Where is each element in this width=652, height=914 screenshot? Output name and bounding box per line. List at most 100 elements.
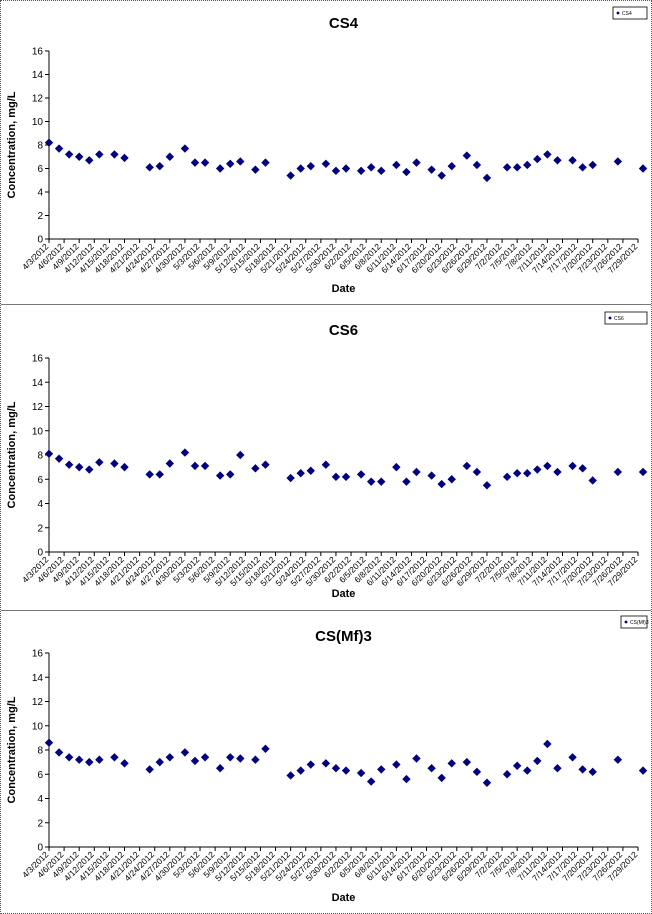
data-point (402, 774, 411, 784)
y-tick-label: 8 (37, 141, 43, 152)
data-point (377, 765, 386, 774)
data-point (472, 467, 482, 477)
chart-panel-csmf3: CS(Mf)3 CS(Mf)3 0 2 4 6 8 10 12 14 16 4/3/2012 4/6/2… (1, 612, 651, 913)
y-tick-label: 4 (37, 188, 43, 199)
data-point (251, 165, 260, 174)
data-point (578, 765, 587, 774)
data-point (638, 467, 648, 477)
y-tick-label: 16 (32, 649, 44, 660)
data-point (110, 150, 119, 159)
data-point (296, 468, 305, 478)
data-point (44, 138, 54, 147)
data-point (447, 475, 456, 484)
data-point (502, 770, 512, 779)
data-point (553, 763, 562, 773)
data-point (236, 450, 245, 460)
y-tick-label: 10 (32, 426, 44, 437)
data-point (482, 778, 492, 787)
data-point (180, 448, 190, 457)
data-point (472, 767, 482, 777)
legend-label: CS4 (622, 11, 632, 17)
chart-legend: CS6 (604, 311, 648, 325)
data-point (286, 771, 295, 780)
data-point (613, 157, 623, 166)
data-point (638, 164, 648, 173)
data-point (75, 755, 84, 764)
chart-legend: CS(Mf)3 (620, 615, 649, 629)
data-point (261, 744, 270, 753)
data-point (120, 153, 129, 163)
data-point (296, 766, 305, 775)
data-point (180, 748, 190, 757)
data-point (321, 460, 331, 469)
data-point (190, 158, 200, 167)
data-point (110, 459, 119, 468)
data-point (165, 152, 175, 161)
y-tick-label: 14 (32, 70, 44, 81)
data-point (578, 464, 587, 473)
data-point (286, 473, 295, 483)
chart-svg: CS6CS602468101214164/3/20124/6/20124/9/2… (6, 311, 648, 600)
data-point (54, 748, 64, 757)
data-point (588, 767, 597, 777)
y-tick-label: 6 (37, 475, 43, 486)
y-axis-label: Concentration, mg/L (6, 401, 18, 508)
panel-divider (1, 610, 651, 611)
data-point (200, 753, 210, 762)
data-point (190, 756, 200, 766)
data-point (427, 165, 436, 174)
data-point (412, 467, 421, 477)
data-point (165, 459, 175, 468)
y-tick-label: 10 (32, 721, 44, 732)
data-point (482, 481, 492, 490)
data-point (472, 160, 482, 170)
data-point (568, 753, 577, 762)
data-point (331, 763, 341, 773)
y-tick-label: 16 (32, 354, 44, 365)
data-point (306, 760, 315, 769)
data-point (215, 471, 225, 480)
data-point (588, 160, 597, 170)
data-point (165, 753, 175, 762)
data-point (356, 768, 366, 778)
data-point (447, 759, 456, 768)
data-point (512, 163, 522, 172)
data-point (392, 160, 401, 170)
data-point (180, 144, 190, 153)
legend-label: CS(Mf)3 (630, 620, 649, 626)
x-axis-label: Date (332, 892, 356, 904)
data-point (306, 161, 315, 171)
data-point (341, 164, 351, 173)
data-point (155, 161, 164, 171)
data-point (64, 460, 74, 469)
data-point (236, 157, 245, 166)
data-point (145, 163, 154, 172)
data-point (437, 479, 446, 489)
data-point (155, 470, 164, 479)
data-point (377, 477, 386, 486)
data-point (120, 759, 129, 768)
y-tick-label: 14 (32, 378, 44, 389)
chart-svg: CS4CS402468101214164/3/20124/6/20124/9/2… (6, 6, 648, 295)
y-tick-label: 4 (37, 794, 43, 805)
data-point (155, 757, 164, 767)
data-point (462, 151, 472, 160)
data-point (427, 763, 436, 773)
data-point (44, 449, 54, 458)
data-point (226, 753, 235, 762)
data-point (462, 461, 472, 471)
data-point (553, 467, 562, 477)
x-axis-label: Date (332, 588, 356, 600)
data-point (447, 161, 456, 171)
data-point (392, 462, 401, 472)
data-point (356, 470, 366, 479)
chart-legend: CS4 (612, 6, 648, 20)
y-tick-label: 6 (37, 164, 43, 175)
data-point (145, 470, 154, 479)
data-point (437, 171, 446, 180)
data-point (366, 777, 376, 786)
data-point (85, 156, 94, 165)
data-point (261, 158, 270, 167)
data-point (145, 765, 154, 774)
